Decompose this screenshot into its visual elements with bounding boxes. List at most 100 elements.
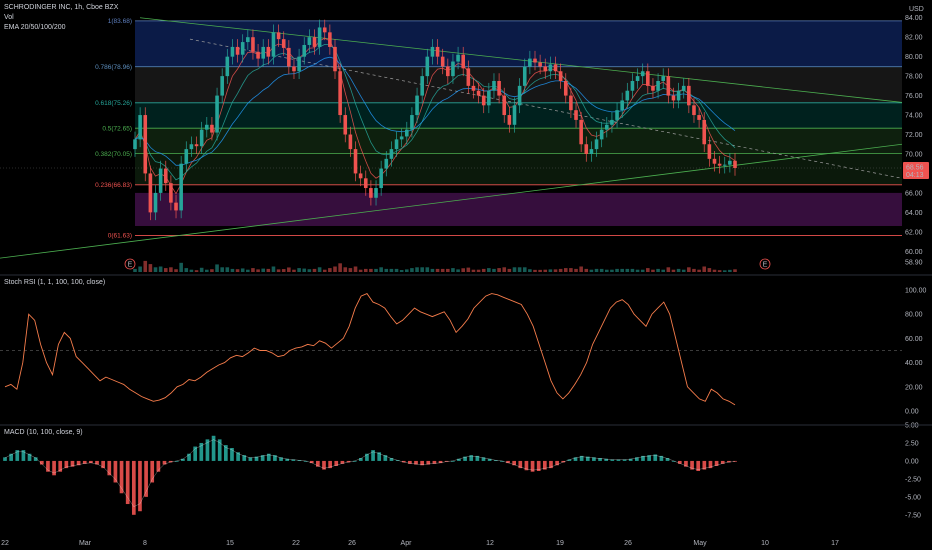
macd-histogram-bar	[21, 450, 26, 461]
macd-histogram-bar	[297, 460, 302, 462]
candle	[538, 62, 542, 67]
volume-bar	[297, 268, 301, 272]
volume-bar	[563, 268, 568, 272]
volume-bar	[728, 269, 732, 272]
price-tick-label: 64.00	[905, 210, 923, 217]
macd-histogram-bar	[113, 460, 118, 483]
macd-histogram-bar	[487, 458, 492, 461]
macd-histogram-bar	[653, 454, 658, 461]
time-tick-label: 19	[556, 540, 564, 547]
volume-bar	[569, 268, 573, 272]
current-price-badge	[903, 161, 929, 179]
macd-histogram-bar	[690, 460, 694, 470]
candle	[630, 80, 635, 91]
volume-bar	[548, 269, 553, 272]
candle	[712, 158, 717, 164]
macd-histogram-bar	[714, 460, 719, 466]
volume-bar	[666, 267, 671, 272]
macd-histogram-bar	[101, 460, 105, 469]
volume-bar	[179, 262, 183, 272]
candle	[563, 80, 568, 96]
candle	[646, 71, 650, 86]
macd-histogram-bar	[365, 453, 369, 461]
candle	[656, 80, 660, 91]
macd-histogram-bar	[622, 459, 627, 461]
candle	[410, 115, 414, 130]
candle	[363, 178, 368, 189]
candle	[348, 134, 353, 150]
volume-bar	[492, 268, 496, 272]
volume-bar	[328, 268, 332, 272]
macd-histogram-bar	[322, 460, 326, 470]
chart-legend: SCHRODINGER INC, 1h, Cboe BZX Vol EMA 20…	[4, 3, 118, 33]
volume-bar	[610, 269, 614, 272]
volume-bar	[553, 269, 558, 272]
volume-bar	[707, 268, 712, 272]
volume-bar	[574, 268, 578, 272]
volume-bar	[384, 268, 389, 272]
macd-histogram-bar	[641, 455, 645, 461]
volume-bar	[466, 267, 471, 272]
candle	[194, 144, 199, 147]
macd-histogram-bar	[401, 460, 406, 463]
volume-bar	[476, 269, 481, 272]
volume-bar	[271, 266, 276, 272]
price-tick-label: 70.00	[905, 151, 923, 158]
volume-bar	[451, 268, 455, 272]
time-axis[interactable]: 22 Mar 8 15 22 26 Apr 12 19 26 May 10 17	[1, 540, 839, 547]
macd-histogram-bar	[107, 460, 112, 476]
volume-bar	[312, 268, 317, 272]
volume-bar	[640, 269, 645, 272]
volume-bar	[415, 267, 419, 272]
macd-histogram-bar	[89, 460, 93, 464]
macd-histogram-bar	[720, 460, 725, 464]
volume-bar	[199, 267, 204, 272]
macd-histogram-bar	[291, 459, 296, 461]
resistance-trendline	[139, 17, 903, 103]
volume-bar	[538, 269, 542, 272]
volume-bar	[712, 269, 717, 272]
macd-histogram-bar	[181, 458, 185, 461]
macd-tick-label: 5.00	[905, 423, 919, 430]
fib-level-label: 0.382(70.05)	[95, 151, 132, 158]
stoch-rsi-title: Stoch RSI (1, 1, 100, 100, close)	[4, 279, 106, 286]
macd-histogram-bar	[677, 460, 682, 464]
candle	[225, 56, 230, 77]
candle	[584, 144, 589, 154]
candle	[676, 90, 681, 101]
macd-histogram-bar	[542, 460, 547, 470]
fib-level-label: 0.786(78.96)	[95, 64, 132, 71]
macd-pane[interactable]: 5.00 2.50 0.00 -2.50 -5.00 -7.50	[3, 423, 921, 520]
stoch-rsi-pane[interactable]: 100.00 80.00 60.00 40.00 20.00 0.00	[0, 288, 927, 416]
macd-histogram-bar	[561, 460, 566, 463]
macd-histogram-bar	[696, 460, 701, 471]
price-tick-label: 82.00	[905, 35, 923, 42]
candle	[358, 173, 363, 179]
candle	[733, 160, 737, 168]
earnings-marker	[124, 258, 136, 270]
price-tick-label: 58.90	[905, 260, 923, 267]
price-tick-label: 74.00	[905, 113, 923, 120]
macd-histogram-bar	[536, 460, 541, 471]
macd-histogram-bar	[377, 452, 382, 461]
volume-bar	[138, 266, 142, 272]
fib-zone	[135, 153, 902, 185]
rsi-tick-label: 40.00	[905, 360, 923, 367]
candle	[307, 37, 312, 45]
price-tick-label: 72.00	[905, 132, 923, 139]
volume-bar	[687, 267, 691, 272]
macd-histogram-bar	[52, 460, 56, 476]
candle	[415, 95, 419, 116]
fib-zone	[135, 192, 902, 226]
volume-bar	[184, 268, 189, 272]
volume-bar	[589, 269, 594, 272]
price-axis[interactable]: 84.00 82.00 80.00 78.00 76.00 74.00 72.00 70.00…	[903, 6, 929, 267]
price-pane[interactable]: 1(83.68) 0.786(78.96) 0.618(75.26) 0.5(72.6…	[0, 17, 903, 272]
candle	[466, 68, 471, 86]
earnings-marker-label: E	[128, 262, 133, 269]
macd-histogram-bar	[199, 442, 204, 461]
candle	[266, 46, 271, 57]
candle	[148, 173, 153, 213]
fib-zone	[135, 20, 902, 67]
